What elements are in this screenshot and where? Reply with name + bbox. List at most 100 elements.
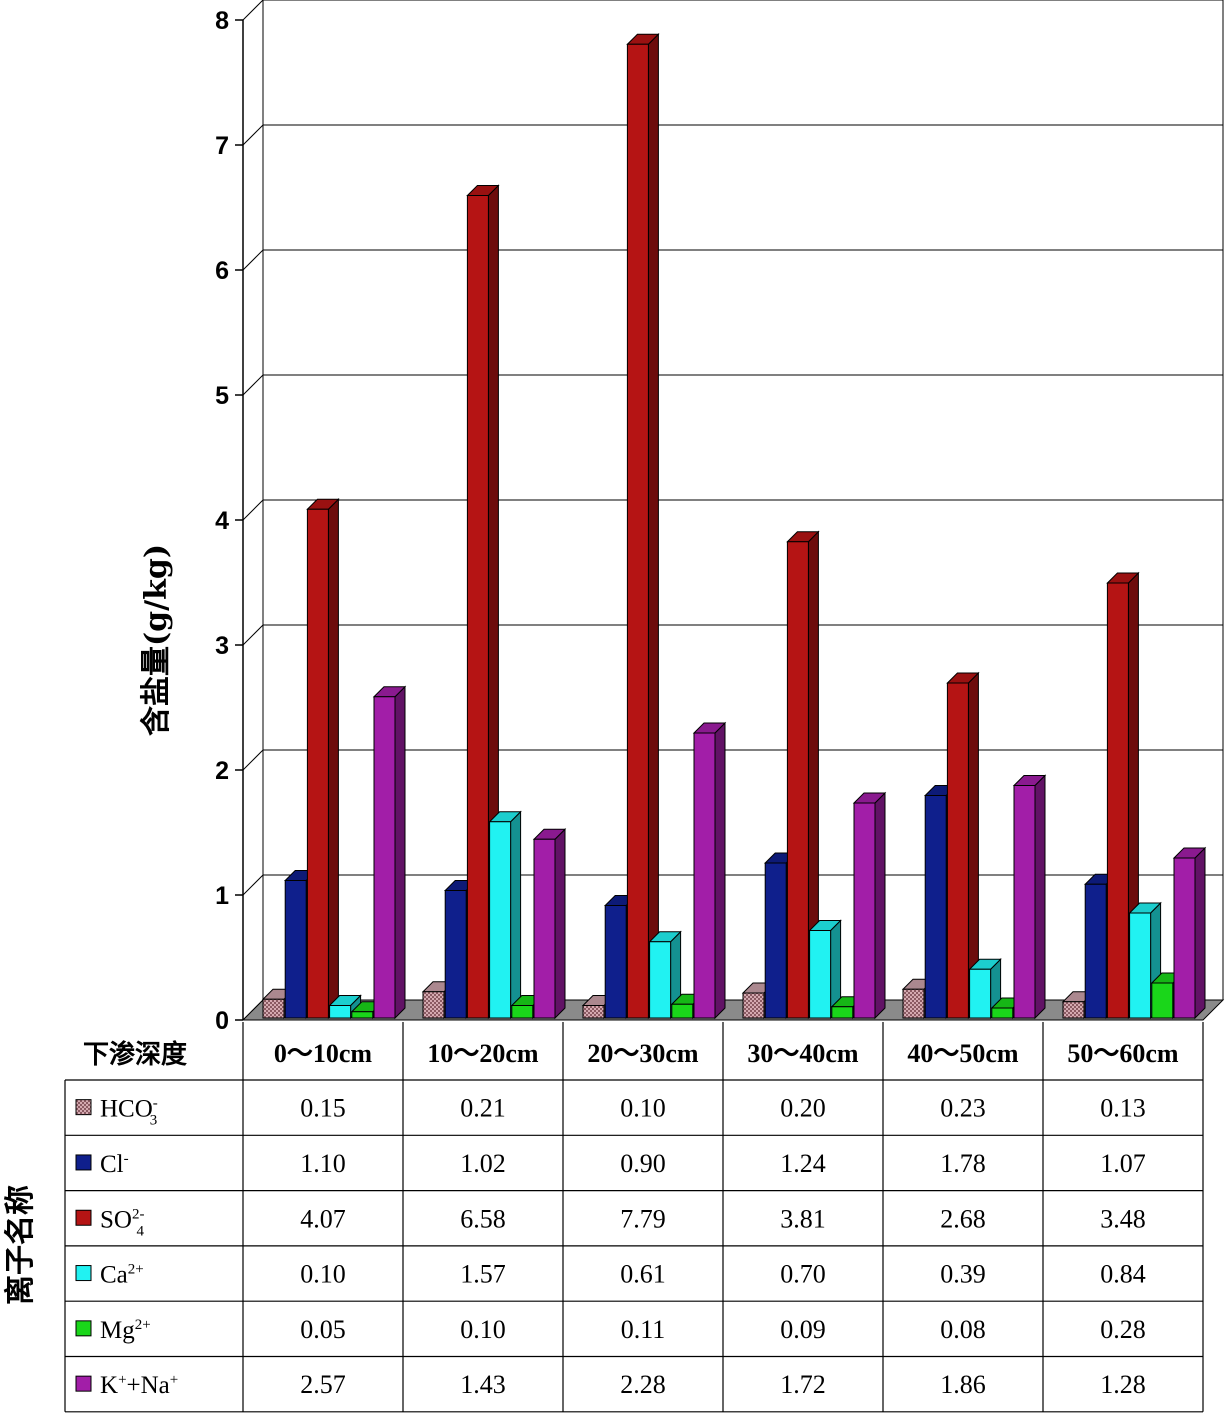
bar [692, 721, 727, 1020]
bar-front [351, 1011, 374, 1019]
legend-swatch [75, 1099, 92, 1116]
bar-front [444, 890, 467, 1019]
gridline-side [242, 624, 264, 646]
data-label: 1.86 [940, 1370, 986, 1399]
bar-front [902, 988, 925, 1019]
bar-side [714, 721, 726, 1020]
bar [328, 994, 362, 1020]
bar [532, 828, 567, 1020]
bar [808, 919, 842, 1020]
bar [1172, 846, 1207, 1020]
bar [648, 930, 682, 1020]
y-tick-label: 8 [215, 7, 229, 35]
data-label: 6.58 [460, 1204, 506, 1233]
gridline-side [242, 749, 264, 771]
data-label: 1.43 [460, 1370, 506, 1399]
data-label: 0.90 [620, 1149, 666, 1178]
gridline-side [242, 499, 264, 521]
gridline-side [242, 374, 264, 396]
bars [261, 33, 1207, 1020]
gridline-side [242, 124, 264, 146]
gridline-side [242, 0, 264, 21]
bar-front [1084, 883, 1107, 1019]
y-tick-label: 7 [215, 132, 229, 160]
bar-front [284, 880, 307, 1019]
data-label: 2.28 [620, 1370, 666, 1399]
bar-front [604, 905, 627, 1019]
data-label: 1.24 [780, 1149, 826, 1178]
bar-front [533, 838, 556, 1019]
data-label: 0.20 [780, 1094, 826, 1123]
y-tick-label: 5 [215, 382, 229, 410]
data-label: 1.07 [1100, 1149, 1146, 1178]
bar-front [924, 795, 947, 1019]
bar-side [394, 685, 406, 1020]
bar-side [554, 828, 566, 1020]
data-label: 4.07 [300, 1204, 346, 1233]
data-label: 0.10 [460, 1315, 506, 1344]
bar [372, 685, 407, 1020]
y-tick-label: 0 [215, 1007, 229, 1035]
bar-front [422, 991, 445, 1019]
data-label: 2.68 [940, 1204, 986, 1233]
data-label: 7.79 [620, 1204, 666, 1233]
series-label: SO2-4 [100, 1206, 144, 1239]
bar-front [489, 821, 512, 1019]
y-tick-label: 1 [215, 882, 229, 910]
data-label: 0.13 [1100, 1094, 1146, 1123]
bar-front [1129, 912, 1152, 1019]
bar-front [1173, 857, 1196, 1019]
y-tick-label: 6 [215, 257, 229, 285]
series-label: Mg2+ [100, 1317, 151, 1344]
data-label: 1.57 [460, 1260, 506, 1289]
series-label: HCO-3 [100, 1096, 158, 1129]
bar [786, 530, 820, 1020]
data-label: 0.05 [300, 1315, 346, 1344]
data-label: 0.21 [460, 1094, 506, 1123]
category-label: 30～40cm [747, 1039, 859, 1068]
bar-front [786, 541, 809, 1019]
y-tick-label: 2 [215, 757, 229, 785]
data-label: 0.61 [620, 1260, 666, 1289]
data-label: 1.72 [780, 1370, 826, 1399]
series-label: Ca2+ [100, 1262, 144, 1289]
bar-front [831, 1006, 854, 1019]
bar-front [764, 862, 787, 1019]
bar-front [511, 1005, 534, 1019]
bar-front [373, 696, 396, 1019]
y-axis-label: 含盐量(g/kg) [139, 544, 174, 736]
data-label: 0.10 [300, 1260, 346, 1289]
data-label: 0.70 [780, 1260, 826, 1289]
bar-side [647, 33, 659, 1020]
table-row-header: 离子名称 [3, 1185, 38, 1305]
bar-front [809, 930, 832, 1019]
category-label: 40～50cm [907, 1039, 1019, 1068]
legend-swatch [75, 1265, 92, 1282]
bar-side [510, 810, 522, 1020]
bar-front [969, 968, 992, 1019]
data-label: 1.10 [300, 1149, 346, 1178]
data-label: 0.39 [940, 1260, 986, 1289]
bar-front [329, 1005, 352, 1019]
bar-front [693, 732, 716, 1019]
series-label: Cl- [100, 1151, 129, 1178]
legend-swatch [75, 1154, 92, 1171]
data-label: 0.11 [621, 1315, 666, 1344]
category-label: 0～10cm [274, 1039, 373, 1068]
bar-front [1062, 1001, 1085, 1019]
bar-front [1013, 785, 1036, 1019]
bar [1012, 774, 1047, 1020]
data-label: 0.84 [1100, 1260, 1146, 1289]
bar-front [946, 682, 969, 1019]
category-header: 下渗深度 [83, 1039, 187, 1069]
bar [946, 671, 980, 1020]
bar-side [1034, 774, 1046, 1020]
data-label: 0.10 [620, 1094, 666, 1123]
data-label: 0.28 [1100, 1315, 1146, 1344]
bar [626, 33, 660, 1020]
bar-front [1151, 982, 1174, 1019]
bar-side [874, 791, 886, 1020]
data-label: 3.48 [1100, 1204, 1146, 1233]
gridline-side [242, 249, 264, 271]
data-table [64, 1022, 1204, 1413]
